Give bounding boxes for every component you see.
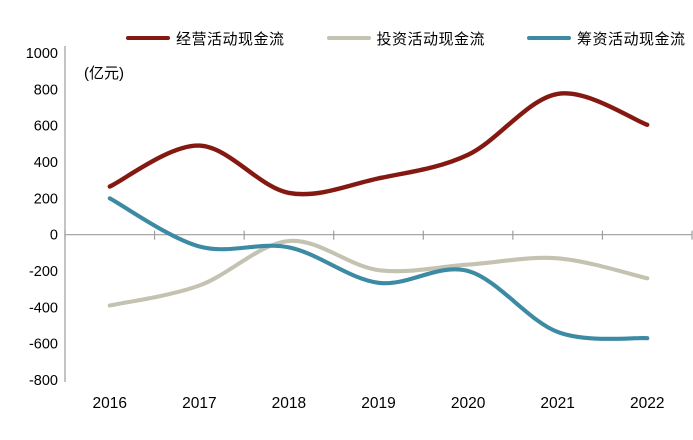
y-axis-label: 800 bbox=[34, 82, 58, 98]
y-axis-label: 200 bbox=[34, 191, 58, 207]
legend-item-financing[interactable]: 筹资活动现金流 bbox=[527, 28, 686, 49]
x-axis-label: 2020 bbox=[451, 395, 486, 412]
legend-label-operating: 经营活动现金流 bbox=[176, 30, 285, 48]
x-axis-label: 2018 bbox=[272, 395, 306, 412]
y-axis-unit-label: (亿元) bbox=[84, 65, 124, 82]
legend: 经营活动现金流 投资活动现金流 筹资活动现金流 bbox=[0, 26, 693, 50]
x-axis-label: 2021 bbox=[540, 395, 574, 412]
x-axis-label: 2019 bbox=[361, 395, 395, 412]
y-axis-label: -600 bbox=[29, 337, 58, 353]
y-axis-label: 400 bbox=[34, 155, 58, 171]
y-axis-label: 0 bbox=[50, 228, 58, 244]
y-axis-label: 600 bbox=[34, 119, 58, 135]
x-axis-label: 2016 bbox=[93, 395, 127, 412]
legend-line-swatch-financing bbox=[527, 36, 572, 40]
legend-item-investing[interactable]: 投资活动现金流 bbox=[326, 28, 486, 49]
series-line-1 bbox=[107, 238, 650, 308]
series-line-2 bbox=[107, 196, 650, 341]
series-line-0 bbox=[107, 91, 650, 197]
legend-item-operating[interactable]: 经营活动现金流 bbox=[126, 28, 285, 49]
y-axis-label: -200 bbox=[29, 264, 58, 280]
legend-label-investing: 投资活动现金流 bbox=[376, 30, 486, 48]
legend-line-swatch-operating bbox=[126, 36, 170, 40]
y-axis-label: -800 bbox=[29, 373, 58, 389]
x-axis-label: 2017 bbox=[182, 395, 216, 412]
x-axis-label: 2022 bbox=[630, 395, 664, 412]
y-axis-label: -400 bbox=[29, 300, 58, 316]
y-axis-label: 1000 bbox=[26, 46, 58, 62]
legend-line-swatch-investing bbox=[326, 36, 371, 40]
legend-label-financing: 筹资活动现金流 bbox=[577, 30, 686, 48]
